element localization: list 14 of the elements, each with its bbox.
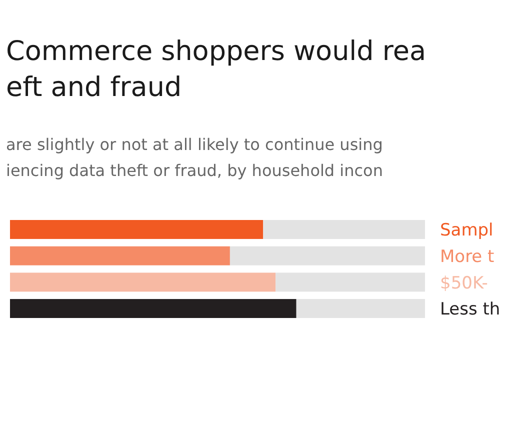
- y-tick-label: $50K-: [440, 273, 488, 294]
- y-tick-label: Less th: [440, 300, 500, 320]
- bar: [10, 299, 296, 318]
- chart-title: Commerce shoppers would rea eft and fraud: [6, 36, 426, 103]
- bar: [230, 246, 425, 266]
- y-tick-label: More t: [440, 246, 495, 267]
- bar: [276, 272, 425, 292]
- bar: [10, 246, 230, 266]
- y-tick-label: Sampl: [440, 220, 494, 241]
- bar: [263, 220, 425, 239]
- bar: [296, 299, 425, 318]
- bar: [10, 220, 264, 239]
- chart-subtitle: are slightly or not at all likely to continue using iencing data theft or fraud, by household incon: [6, 135, 383, 180]
- bar: [10, 272, 276, 292]
